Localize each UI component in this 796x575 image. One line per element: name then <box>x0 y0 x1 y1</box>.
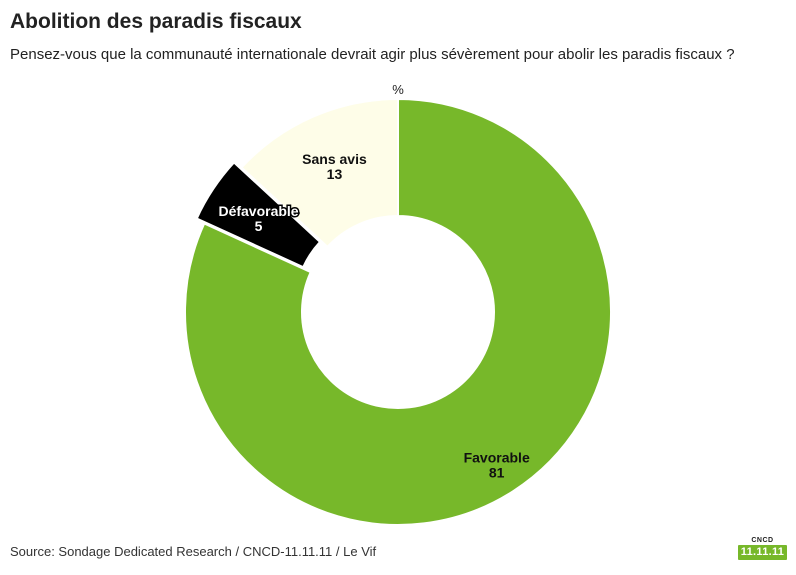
chart-subtitle: Pensez-vous que la communauté internatio… <box>10 46 735 63</box>
slice-favorable <box>184 98 612 526</box>
source-note: Source: Sondage Dedicated Research / CNC… <box>10 544 377 559</box>
slice-label: Défavorable 5 <box>218 203 298 234</box>
donut-slices <box>184 98 612 526</box>
logo-box-text: 11.11.11 <box>738 545 787 560</box>
slice-label: Favorable 81 <box>464 450 530 481</box>
slice-sans-avis <box>240 98 399 248</box>
logo-top-text: CNCD <box>751 537 774 544</box>
chart-title: Abolition des paradis fiscaux <box>10 10 302 33</box>
slice-label: Sans avis 13 <box>302 151 367 182</box>
unit-label: % <box>392 82 404 97</box>
slice-d-favorable <box>195 161 321 269</box>
cncd-logo: CNCD 11.11.11 <box>738 537 787 560</box>
